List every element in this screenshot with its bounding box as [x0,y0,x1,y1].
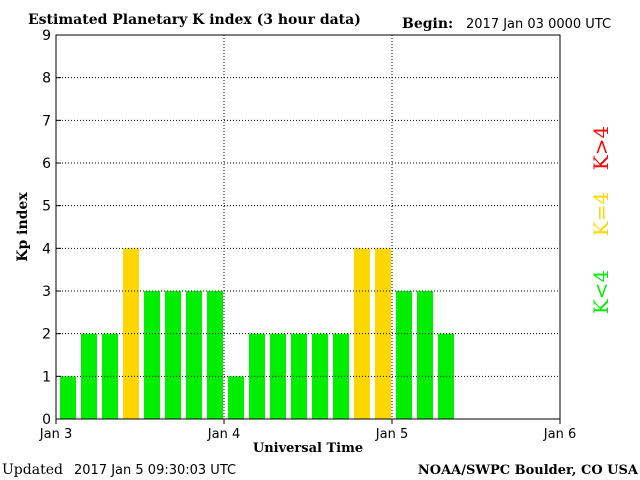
y-ticks: 0 1 2 3 4 5 6 7 8 9 [42,28,61,428]
x-axis-label: Universal Time [253,441,363,456]
chart-title: Estimated Planetary K index (3 hour data… [28,12,361,28]
legend-equal: K=4 [589,192,613,236]
kp-bar [144,291,160,419]
grid-layer [56,35,560,419]
y-tick-label: 2 [42,327,51,343]
kp-bar [165,291,181,419]
kp-bar [396,291,412,419]
y-tick-label: 7 [42,113,51,129]
kp-bar [60,376,76,419]
y-tick-label: 9 [42,28,51,44]
y-tick-label: 3 [42,284,51,300]
legend-high: K>4 [589,126,613,170]
source-credit: NOAA/SWPC Boulder, CO USA [418,463,639,478]
begin-value: 2017 Jan 03 0000 UTC [466,17,611,32]
kp-bar [207,291,223,419]
y-tick-label: 4 [42,241,51,257]
legend-low: K<4 [589,270,613,314]
x-tick-label: Jan 6 [543,427,576,442]
y-tick-label: 8 [42,71,51,87]
updated-value: 2017 Jan 5 09:30:03 UTC [74,463,236,478]
updated-label: Updated [2,462,63,478]
x-ticks: Jan 3 Jan 4 Jan 5 Jan 6 [39,419,576,442]
y-tick-label: 1 [42,369,51,385]
x-tick-label: Jan 4 [207,427,240,442]
x-tick-label: Jan 5 [375,427,408,442]
kp-bar [417,291,433,419]
y-tick-label: 5 [42,199,51,215]
y-tick-label: 6 [42,156,51,172]
kp-bar [228,376,244,419]
y-axis-label: Kp index [15,192,31,262]
kp-bar [186,291,202,419]
plot-frame [55,34,561,420]
y-tick-label: 0 [42,412,51,428]
x-tick-label: Jan 3 [39,427,72,442]
begin-label: Begin: [402,16,453,32]
